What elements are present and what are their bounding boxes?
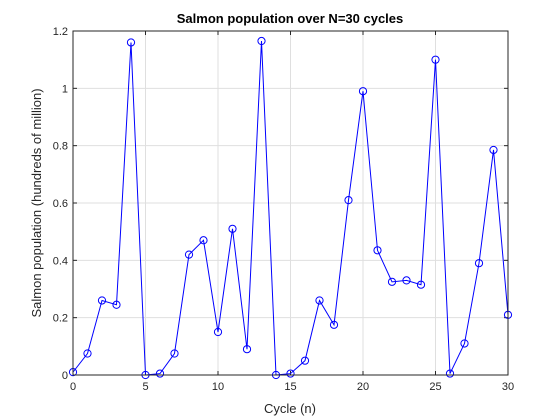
x-tick-label: 30 bbox=[502, 381, 514, 393]
data-point-marker bbox=[445, 369, 455, 378]
data-point-marker bbox=[155, 369, 165, 378]
data-point-marker bbox=[489, 145, 498, 155]
chart-title: Salmon population over N=30 cycles bbox=[177, 11, 404, 26]
data-point-marker bbox=[228, 224, 237, 233]
data-point-marker bbox=[286, 369, 295, 378]
ticks: 0 5 10 15 20 25 30 0 0.2 0.4 0.6 0.8 1 1.2 bbox=[53, 26, 514, 393]
y-tick-label: 0.2 bbox=[53, 313, 68, 325]
x-tick-label: 10 bbox=[212, 381, 224, 393]
data-point-marker bbox=[112, 300, 121, 309]
x-axis-label: Cycle (n) bbox=[264, 401, 316, 416]
plot-box bbox=[72, 30, 509, 376]
y-tick-label: 1 bbox=[62, 83, 68, 95]
data-point-marker bbox=[242, 345, 252, 354]
y-axis-label: Salmon population (hundreds of million) bbox=[29, 88, 44, 317]
data-point-marker bbox=[431, 55, 440, 64]
data-point-marker bbox=[402, 276, 411, 285]
data-point-marker bbox=[344, 196, 353, 205]
x-tick-label: 20 bbox=[357, 381, 369, 393]
data-point-marker bbox=[329, 320, 339, 329]
data-point-marker bbox=[170, 349, 179, 358]
y-tick-label: 0.6 bbox=[53, 198, 68, 210]
data-point-marker bbox=[416, 280, 426, 289]
y-tick-label: 0.4 bbox=[53, 255, 68, 267]
y-tick-label: 0 bbox=[62, 370, 68, 382]
x-tick-label: 25 bbox=[429, 381, 441, 393]
data-point-marker bbox=[199, 236, 208, 245]
data-point-marker bbox=[184, 250, 194, 259]
data-point-marker bbox=[257, 36, 266, 46]
data-point-marker bbox=[126, 38, 136, 47]
y-tick-label: 1.2 bbox=[53, 26, 68, 38]
y-tick-label: 0.8 bbox=[53, 141, 68, 153]
data-point-marker bbox=[373, 246, 382, 255]
data-point-marker bbox=[213, 327, 223, 337]
data-point-marker bbox=[83, 349, 92, 358]
x-tick-label: 0 bbox=[70, 381, 76, 393]
data-point-marker bbox=[97, 296, 107, 305]
data-point-marker bbox=[474, 259, 484, 268]
data-point-marker bbox=[315, 296, 324, 305]
grid bbox=[73, 31, 508, 375]
data-point-marker bbox=[460, 339, 469, 348]
x-tick-label: 15 bbox=[284, 381, 296, 393]
x-tick-label: 5 bbox=[142, 381, 148, 393]
data-point-marker bbox=[300, 356, 310, 365]
data-point-marker bbox=[358, 87, 368, 96]
data-point-marker bbox=[387, 277, 397, 286]
